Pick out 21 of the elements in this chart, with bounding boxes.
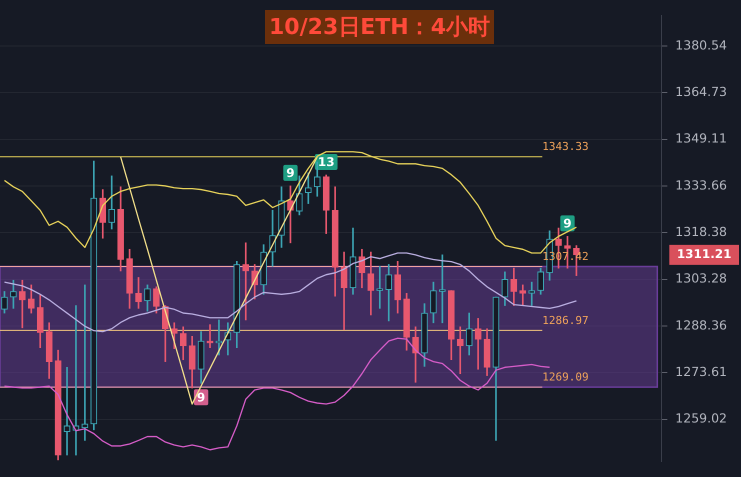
chart-title: 10/23日ETH：4小时 — [265, 10, 494, 44]
annotation: 9 — [563, 216, 572, 230]
ref-line-label: 1286.97 — [542, 314, 589, 327]
y-tick-label: 1364.73 — [675, 84, 728, 99]
ref-line-label: 1343.33 — [542, 140, 589, 154]
y-tick-label: 1349.11 — [675, 130, 728, 146]
candlestick — [216, 320, 222, 356]
y-tick-label: 1380.54 — [675, 37, 728, 52]
text: 1311.21 — [676, 246, 732, 261]
annotation: 9 — [286, 166, 295, 180]
y-tick-label: 1303.28 — [675, 270, 728, 286]
annotation: 13 — [318, 155, 335, 170]
y-tick-label: 1273.61 — [675, 364, 728, 379]
annotation: 9 — [196, 390, 206, 404]
y-tick-label: 1288.36 — [675, 317, 728, 332]
y-tick-label: 1259.02 — [675, 410, 728, 426]
y-tick-label: 1333.66 — [675, 177, 728, 192]
y-tick-label: 1318.38 — [675, 224, 728, 239]
candlestick — [64, 367, 70, 456]
candlestick — [206, 324, 214, 348]
ref-line-label: 1269.09 — [542, 370, 589, 384]
